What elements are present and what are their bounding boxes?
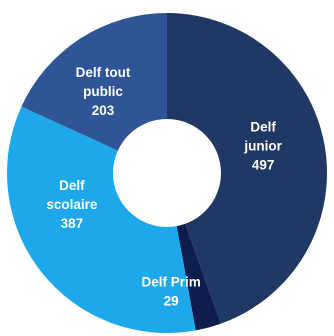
slice-delf-junior (167, 13, 328, 324)
slice-value: 387 (61, 216, 84, 231)
slice-name: Delf tout (76, 65, 131, 80)
donut-hole (113, 119, 221, 227)
slice-value: 203 (92, 103, 115, 118)
slice-delf-scolaire (6, 106, 196, 333)
slice-label-delf-scolaire: Delf scolaire 387 (46, 178, 98, 231)
slice-name: Delf (250, 119, 276, 134)
slice-name: public (83, 84, 123, 99)
slice-label-delf-prim: Delf Prim 29 (141, 274, 200, 308)
slice-label-delf-tout-public: Delf tout public 203 (76, 65, 131, 118)
slice-delf-tout-public (21, 13, 167, 173)
slice-value: 497 (252, 157, 275, 172)
slice-value: 29 (164, 293, 179, 308)
slice-name: scolaire (46, 197, 98, 212)
slice-name: Delf Prim (141, 274, 200, 289)
slice-name: junior (243, 138, 282, 153)
slice-label-delf-junior: Delf junior 497 (243, 119, 282, 172)
slice-name: Delf (59, 178, 85, 193)
